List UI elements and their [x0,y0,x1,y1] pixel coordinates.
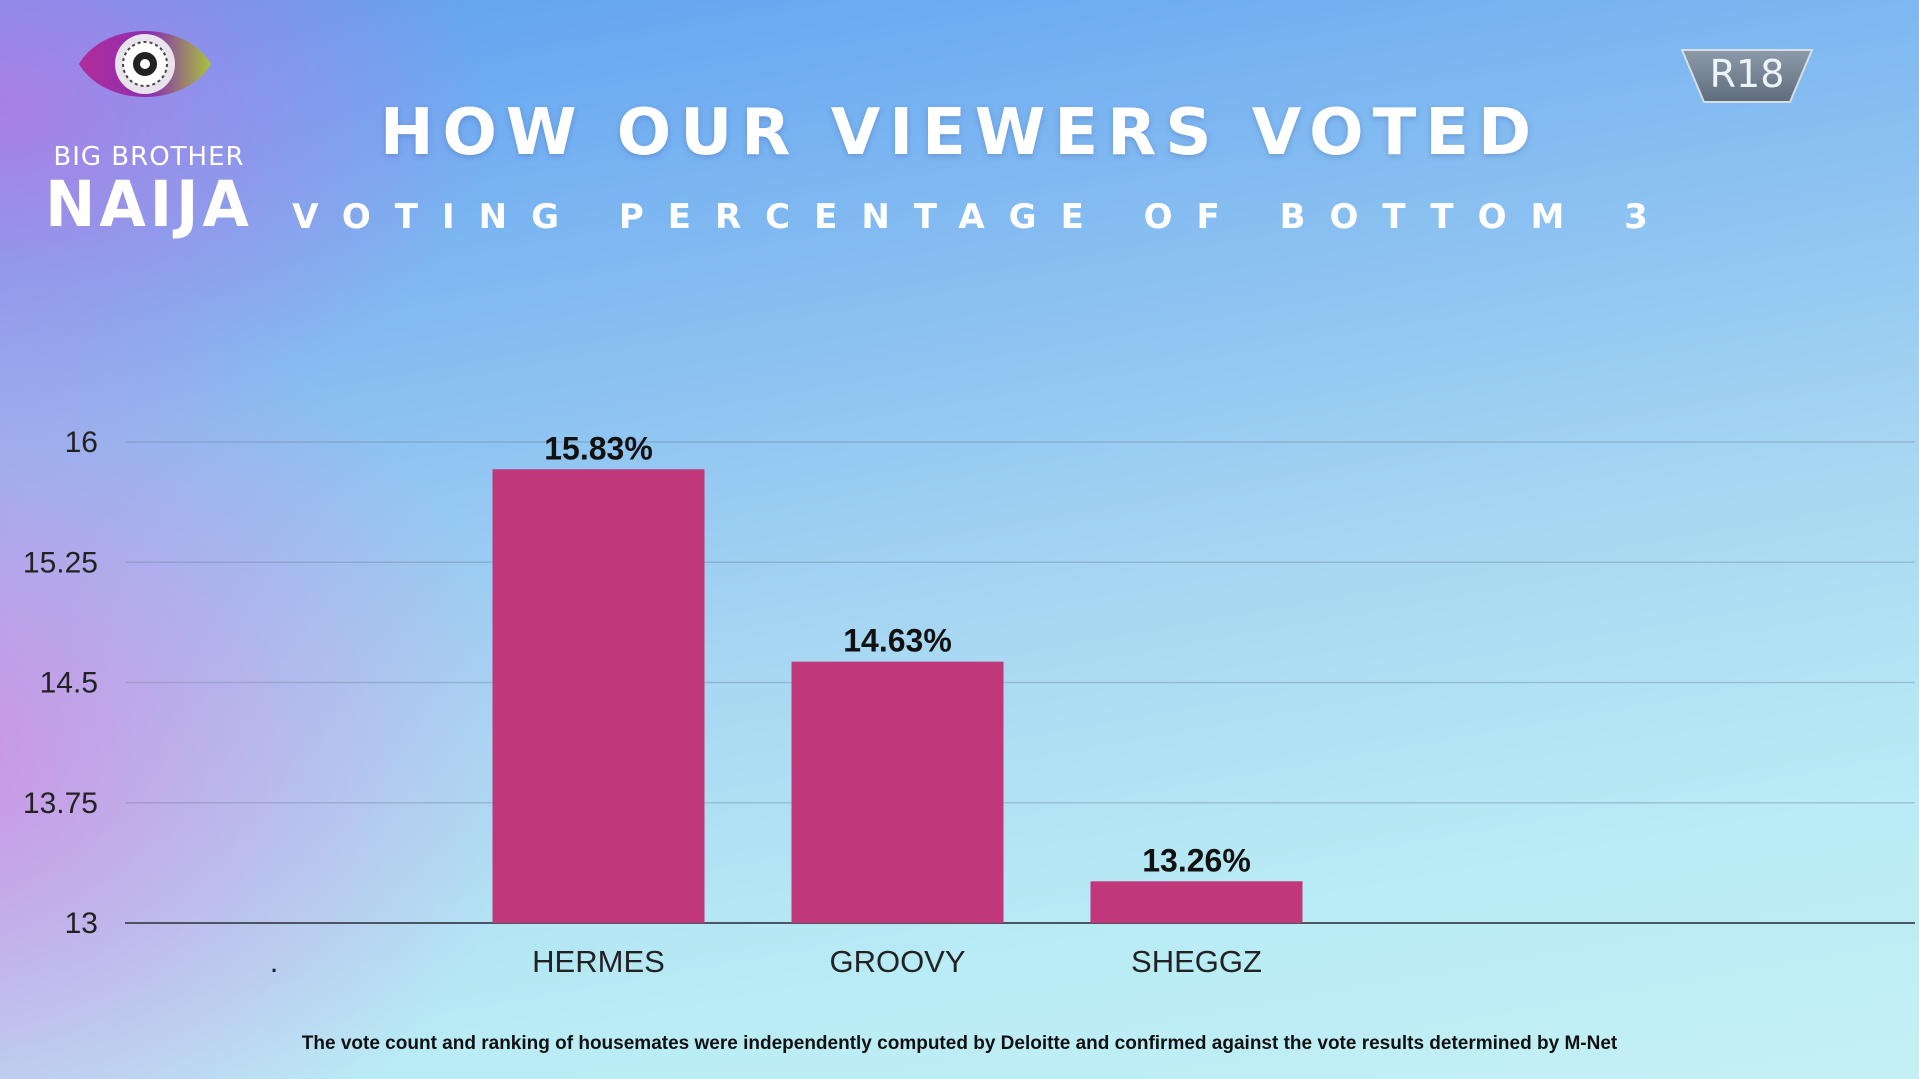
x-tick-label: . [270,944,279,979]
x-axis-ticks: . HERMES GROOVY SHEGGZ [270,944,1262,979]
page-subtitle: VOTING PERCENTAGE OF BOTTOM 3 [292,197,1672,237]
x-tick-label: SHEGGZ [1131,944,1262,979]
data-label: 13.26% [1142,842,1251,878]
y-tick-label: 15.25 [23,546,98,579]
logo-text-line1: BIG BROTHER [53,142,245,172]
data-label: 14.63% [843,623,952,659]
y-tick-label: 13.75 [23,787,98,820]
data-label-layer: 15.83% 14.63% 13.26% [544,430,1251,878]
y-axis-ticks: 13 13.75 14.5 15.25 16 [23,426,98,940]
data-label: 15.83% [544,430,653,466]
bar-layer [492,469,1303,923]
footnote: The vote count and ranking of housemates… [301,1033,1618,1054]
grid-layer [125,441,1915,924]
rating-badge-icon [1680,49,1814,103]
eye-logo-icon [79,31,211,97]
bar [492,469,705,923]
page-title: HOW OUR VIEWERS VOTED [379,96,1541,170]
rating-label: R18 [1709,52,1785,96]
bar [1090,881,1303,923]
logo-text-line2: NAIJA [45,168,253,242]
bar [791,661,1004,923]
y-tick-label: 14.5 [40,667,98,700]
y-tick-label: 13 [65,907,98,940]
x-tick-label: HERMES [532,944,665,979]
y-tick-label: 16 [65,426,98,459]
big-brother-naija-logo: BIG BROTHER NAIJA [40,18,250,242]
x-tick-label: GROOVY [829,944,965,979]
